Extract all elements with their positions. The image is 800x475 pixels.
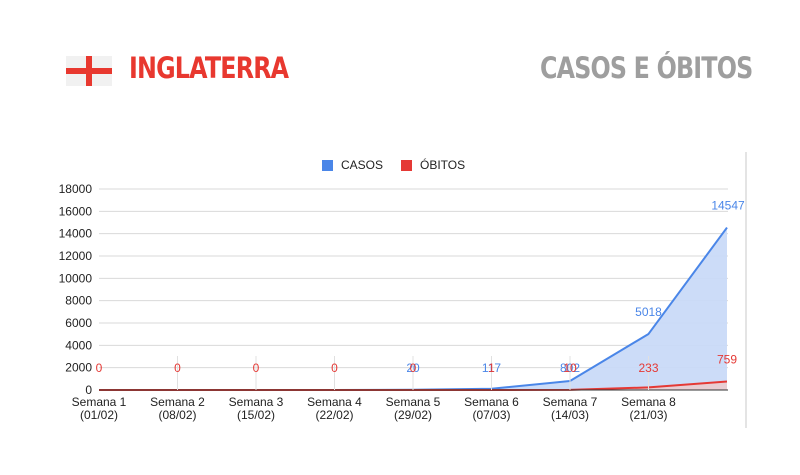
obitos-area	[99, 381, 727, 390]
x-tick-sublabel: (15/02)	[237, 408, 275, 422]
y-tick-label: 0	[85, 383, 92, 397]
casos-data-label: 802	[560, 361, 580, 375]
x-tick-label: Semana 2	[150, 395, 205, 409]
obitos-data-label: 0	[96, 361, 103, 375]
legend-label-obitos: ÓBITOS	[420, 158, 466, 172]
y-tick-label: 14000	[59, 227, 93, 241]
chart-subtitle: CASOS E ÓBITOS	[540, 51, 753, 85]
y-tick-label: 2000	[65, 361, 92, 375]
y-tick-label: 10000	[59, 271, 93, 285]
obitos-data-label: 759	[717, 353, 737, 367]
x-tick-sublabel: (29/02)	[394, 408, 432, 422]
casos-data-label: 5018	[635, 305, 662, 319]
casos-data-label: 14547	[711, 199, 745, 213]
x-tick-sublabel: (21/03)	[629, 408, 667, 422]
x-tick-label: Semana 1	[72, 395, 127, 409]
obitos-data-label: 10	[563, 361, 577, 375]
x-tick-label: Semana 5	[386, 395, 441, 409]
obitos-data-label: 0	[253, 361, 260, 375]
obitos-data-label: 0	[174, 361, 181, 375]
y-tick-label: 8000	[65, 294, 92, 308]
y-tick-label: 4000	[65, 338, 92, 352]
y-tick-label: 16000	[59, 204, 93, 218]
x-tick-label: Semana 6	[464, 395, 519, 409]
chart-legend: CASOS ÓBITOS	[0, 158, 800, 174]
casos-area	[99, 227, 727, 390]
x-tick-sublabel: (01/02)	[80, 408, 118, 422]
obitos-data-label: 233	[638, 361, 658, 375]
y-tick-label: 12000	[59, 249, 93, 263]
legend-label-casos: CASOS	[341, 158, 384, 172]
casos-data-label: 117	[482, 361, 501, 375]
legend-item-casos: CASOS	[322, 158, 383, 172]
x-tick-sublabel: (07/03)	[472, 408, 510, 422]
x-tick-sublabel: (22/02)	[315, 408, 353, 422]
x-tick-label: Semana 8	[621, 395, 676, 409]
obitos-data-label: 0	[331, 361, 338, 375]
y-tick-label: 6000	[65, 316, 92, 330]
legend-swatch-obitos	[401, 159, 412, 171]
obitos-data-label: 0	[410, 361, 417, 375]
casos-data-label: 20	[406, 361, 420, 375]
x-tick-label: Semana 3	[229, 395, 284, 409]
legend-item-obitos: ÓBITOS	[401, 158, 465, 172]
x-tick-sublabel: (14/03)	[551, 408, 589, 422]
legend-swatch-casos	[322, 159, 333, 171]
obitos-data-label: 1	[488, 361, 495, 375]
x-tick-sublabel: (08/02)	[158, 408, 196, 422]
y-tick-label: 18000	[59, 182, 93, 196]
x-tick-label: Semana 4	[307, 395, 362, 409]
page-title: INGLATERRA	[129, 51, 289, 85]
england-flag-icon	[66, 56, 112, 86]
x-tick-label: Semana 7	[543, 395, 598, 409]
